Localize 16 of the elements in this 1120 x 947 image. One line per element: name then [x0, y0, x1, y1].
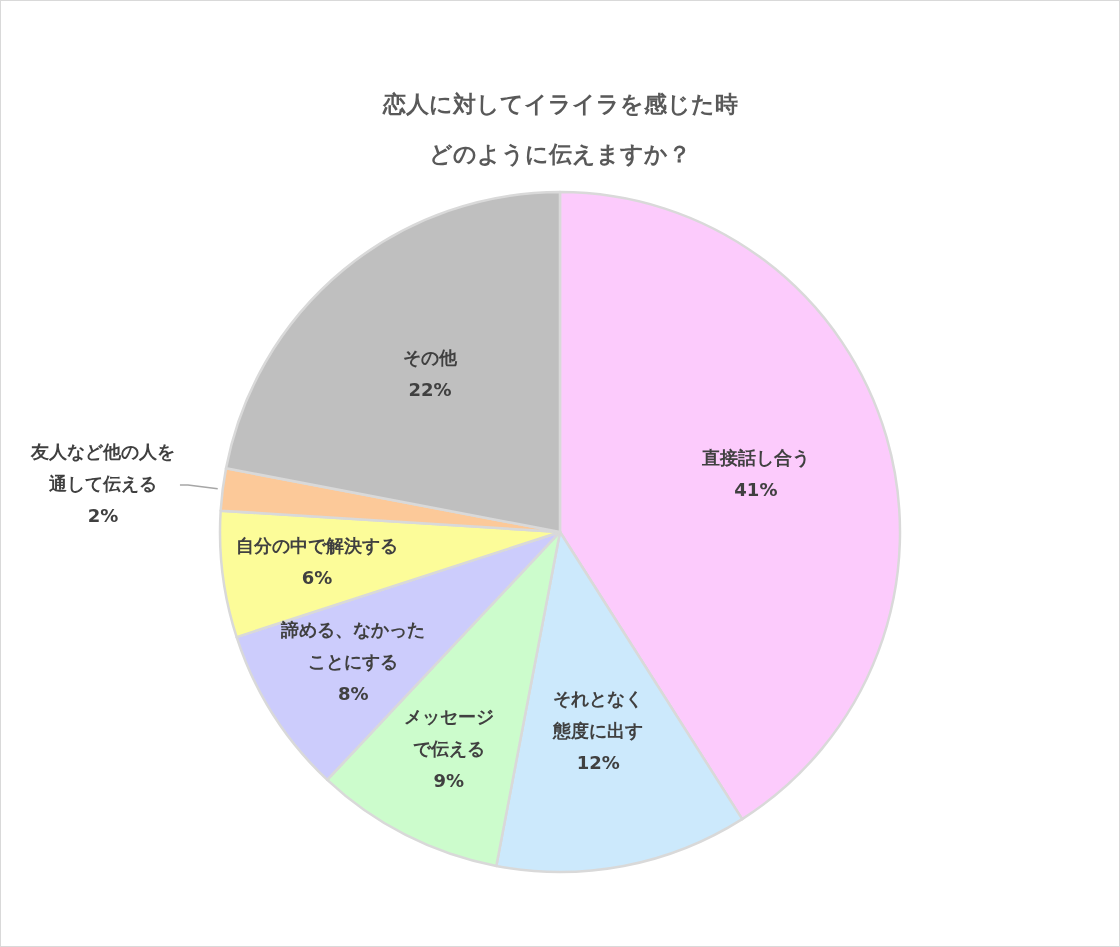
- chart-title: 恋人に対してイライラを感じた時: [381, 90, 738, 117]
- slice-label: それとなく態度に出す: [552, 688, 644, 742]
- slice-label: 直接話し合う: [700, 447, 810, 469]
- slice-label: その他: [402, 346, 458, 368]
- chart-subtitle: どのように伝えますか？: [429, 140, 691, 167]
- slice-label: 自分の中で解決する: [236, 534, 399, 556]
- data-label: 22%: [408, 378, 452, 400]
- data-label: 8%: [338, 683, 369, 705]
- data-label: 12%: [576, 752, 620, 774]
- slice-label: 諦める、なかったことにする: [280, 619, 426, 673]
- data-label: 6%: [301, 566, 333, 588]
- data-label: 41%: [734, 479, 778, 501]
- data-label: 9%: [433, 770, 465, 792]
- data-label: 2%: [87, 505, 119, 526]
- slice-label: メッセージで伝える: [403, 706, 494, 760]
- slice-label: 友人など他の人を通して伝える: [29, 441, 175, 494]
